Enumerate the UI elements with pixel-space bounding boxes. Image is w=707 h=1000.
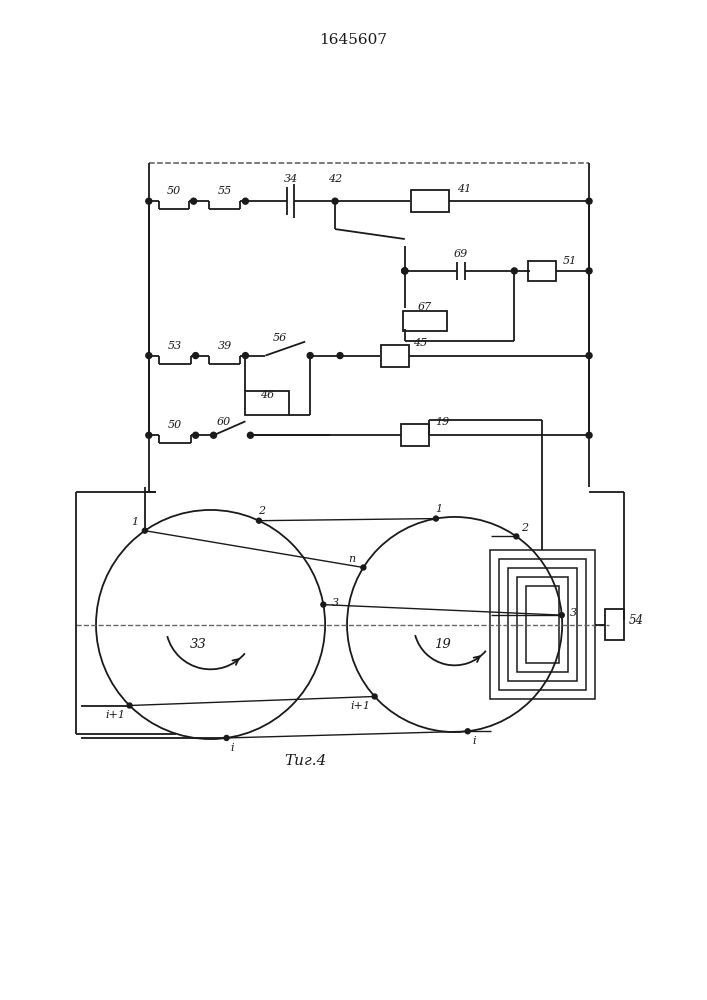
Circle shape [586,432,592,438]
Circle shape [337,353,343,359]
Bar [411,190,449,212]
Bar [401,424,428,446]
Circle shape [146,198,152,204]
Text: 1645607: 1645607 [319,33,387,47]
Circle shape [243,353,248,359]
Text: 54: 54 [629,614,644,627]
Circle shape [243,198,248,204]
Text: 46: 46 [260,390,274,400]
Circle shape [211,432,216,438]
Circle shape [433,516,438,521]
Circle shape [402,268,408,274]
Bar [604,609,624,640]
Circle shape [224,735,229,740]
Text: 67: 67 [418,302,432,312]
Text: 3: 3 [332,598,339,608]
Circle shape [332,198,338,204]
Bar [499,559,585,690]
Text: 69: 69 [453,249,468,259]
Circle shape [127,703,132,708]
Text: 2: 2 [258,506,266,516]
Circle shape [402,268,408,274]
Text: 50: 50 [168,420,182,430]
Circle shape [192,353,199,359]
Circle shape [586,198,592,204]
Circle shape [321,602,326,607]
Text: 19: 19 [436,417,450,427]
Text: 51: 51 [563,256,578,266]
Circle shape [514,534,519,539]
Text: i+1: i+1 [105,710,126,720]
Circle shape [559,613,564,618]
Bar [245,391,289,415]
Circle shape [372,694,377,699]
Circle shape [307,353,313,359]
Text: 55: 55 [217,186,232,196]
Text: i: i [230,743,234,753]
Text: 34: 34 [284,174,298,184]
Text: i: i [472,736,475,746]
Text: 19: 19 [434,638,451,651]
Circle shape [146,432,152,438]
Text: 3: 3 [570,608,578,618]
Text: 33: 33 [190,638,207,651]
Circle shape [192,432,199,438]
Text: 1: 1 [132,517,139,527]
Text: 50: 50 [167,186,181,196]
Circle shape [361,565,366,570]
Text: 45: 45 [413,338,427,348]
Text: 42: 42 [328,174,342,184]
Bar [517,577,568,672]
Circle shape [465,729,470,734]
Circle shape [511,268,518,274]
Text: 53: 53 [168,341,182,351]
Text: n: n [348,554,355,564]
Text: i+1: i+1 [351,701,370,711]
Bar [526,586,559,663]
Circle shape [586,268,592,274]
Circle shape [142,528,147,533]
Text: 1: 1 [436,504,443,514]
Bar [403,311,447,331]
Bar [528,261,556,281]
Circle shape [191,198,197,204]
Bar [490,550,595,699]
Text: Τиг.4: Τиг.4 [284,754,327,768]
Circle shape [257,518,262,523]
Text: 39: 39 [217,341,232,351]
Bar [508,568,577,681]
Text: 56: 56 [273,333,288,343]
Text: 60: 60 [216,417,230,427]
Circle shape [586,353,592,359]
Bar [381,345,409,367]
Circle shape [247,432,253,438]
Circle shape [146,353,152,359]
Text: 2: 2 [521,523,528,533]
Circle shape [402,268,408,274]
Text: 41: 41 [457,184,472,194]
